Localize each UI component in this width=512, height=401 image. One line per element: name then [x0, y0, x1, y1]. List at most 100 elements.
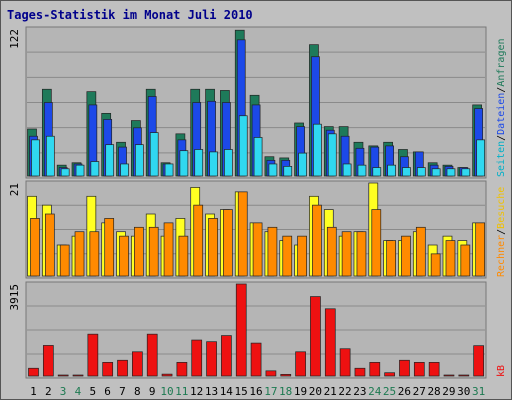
bar-kb	[221, 335, 232, 377]
x-tick-label: 12	[190, 385, 203, 398]
x-tick-label: 27	[413, 385, 426, 398]
bar-rechner	[282, 235, 293, 277]
bar-kb	[369, 362, 381, 377]
bar-rechner	[312, 204, 322, 277]
bar-rechner	[104, 218, 115, 277]
bar-kb	[72, 374, 84, 377]
bar-kb	[265, 370, 277, 377]
y-max-label: 122	[8, 29, 21, 49]
bar-kb	[280, 374, 292, 377]
x-tick-label: 22	[338, 385, 351, 398]
x-tick-label: 1	[30, 385, 37, 398]
x-tick-label: 2	[45, 385, 52, 398]
bar-rechner	[430, 253, 441, 277]
bar-seiten	[105, 144, 115, 177]
bar-kb	[428, 362, 440, 377]
x-tick-label: 25	[383, 385, 396, 398]
bar-seiten	[283, 166, 293, 177]
bar-rechner	[401, 235, 411, 277]
bar-seiten	[298, 152, 307, 177]
bar-rechner	[163, 222, 174, 277]
bar-seiten	[90, 161, 100, 177]
bar-rechner	[297, 235, 307, 277]
bar-kb	[132, 351, 143, 377]
x-tick-label: 16	[249, 385, 262, 398]
bar-seiten	[75, 164, 85, 177]
legend-entry-anfragen: Anfragen	[496, 38, 507, 86]
bar-rechner	[356, 231, 367, 277]
bar-rechner	[193, 204, 204, 277]
x-tick-label: 4	[75, 385, 82, 398]
bar-kb	[176, 362, 188, 377]
x-tick-label: 13	[205, 385, 218, 398]
bar-kb	[191, 339, 203, 377]
bar-seiten	[60, 168, 70, 177]
bar-seiten	[253, 137, 263, 177]
legend-bottom: kB	[496, 365, 507, 377]
x-tick-label: 23	[353, 385, 366, 398]
x-tick-label: 5	[89, 385, 96, 398]
bar-seiten	[238, 115, 248, 177]
bar-kb	[473, 345, 485, 377]
bar-rechner	[475, 222, 486, 277]
bar-rechner	[460, 244, 471, 277]
bar-rechner	[30, 218, 40, 277]
legend-entry-dateien: Dateien	[496, 93, 507, 135]
bar-rechner	[134, 226, 144, 277]
bar-rechner	[208, 218, 218, 277]
x-tick-label: 31	[472, 385, 485, 398]
x-tick-label: 8	[134, 385, 141, 398]
bar-kb	[206, 341, 217, 377]
bar-kb	[443, 374, 455, 377]
x-tick-label: 6	[104, 385, 111, 398]
x-tick-label: 30	[457, 385, 470, 398]
legend-middle: Rechner/Besuche	[496, 187, 507, 277]
bar-kb	[310, 296, 321, 377]
bar-seiten	[179, 150, 189, 177]
bar-seiten	[313, 123, 322, 177]
bar-seiten	[268, 163, 278, 177]
bar-rechner	[74, 231, 85, 277]
bar-rechner	[386, 240, 396, 277]
bar-rechner	[59, 244, 70, 277]
bar-kb	[250, 342, 262, 377]
bar-kb	[57, 374, 69, 377]
legend-top: Seiten/Dateien/Anfragen	[496, 38, 507, 177]
bar-kb	[87, 333, 99, 377]
bar-seiten	[357, 164, 367, 177]
bar-seiten	[372, 167, 382, 177]
x-tick-label: 9	[149, 385, 156, 398]
bar-seiten	[209, 151, 218, 177]
bar-rechner	[415, 226, 426, 277]
bar-rechner	[44, 213, 55, 277]
bar-seiten	[342, 163, 352, 177]
bar-rechner	[371, 209, 382, 277]
bar-kb	[102, 362, 114, 377]
bar-kb	[42, 345, 54, 377]
bar-seiten	[149, 132, 159, 177]
bar-kb	[146, 333, 158, 377]
x-tick-label: 3	[60, 385, 67, 398]
legend-entry-besuche: Besuche	[496, 187, 507, 229]
bar-rechner	[252, 222, 263, 277]
bar-kb	[413, 362, 425, 377]
x-tick-label: 20	[309, 385, 322, 398]
x-tick-label: 15	[235, 385, 248, 398]
bar-seiten	[164, 163, 174, 177]
bar-rechner	[119, 235, 129, 277]
bar-kb	[354, 367, 366, 377]
x-tick-label: 19	[294, 385, 307, 398]
legend-entry-rechner: Rechner	[496, 235, 507, 277]
legend-separator: /	[496, 135, 507, 141]
bar-seiten	[476, 139, 486, 177]
bar-seiten	[327, 133, 337, 177]
legend-entry-seiten: Seiten	[496, 141, 507, 177]
bar-seiten	[431, 168, 441, 177]
bar-kb	[324, 308, 336, 377]
bar-seiten	[135, 144, 144, 177]
bar-rechner	[267, 226, 278, 277]
bar-seiten	[402, 167, 411, 177]
y-max-label: 21	[8, 183, 21, 196]
bar-kb	[161, 373, 173, 377]
